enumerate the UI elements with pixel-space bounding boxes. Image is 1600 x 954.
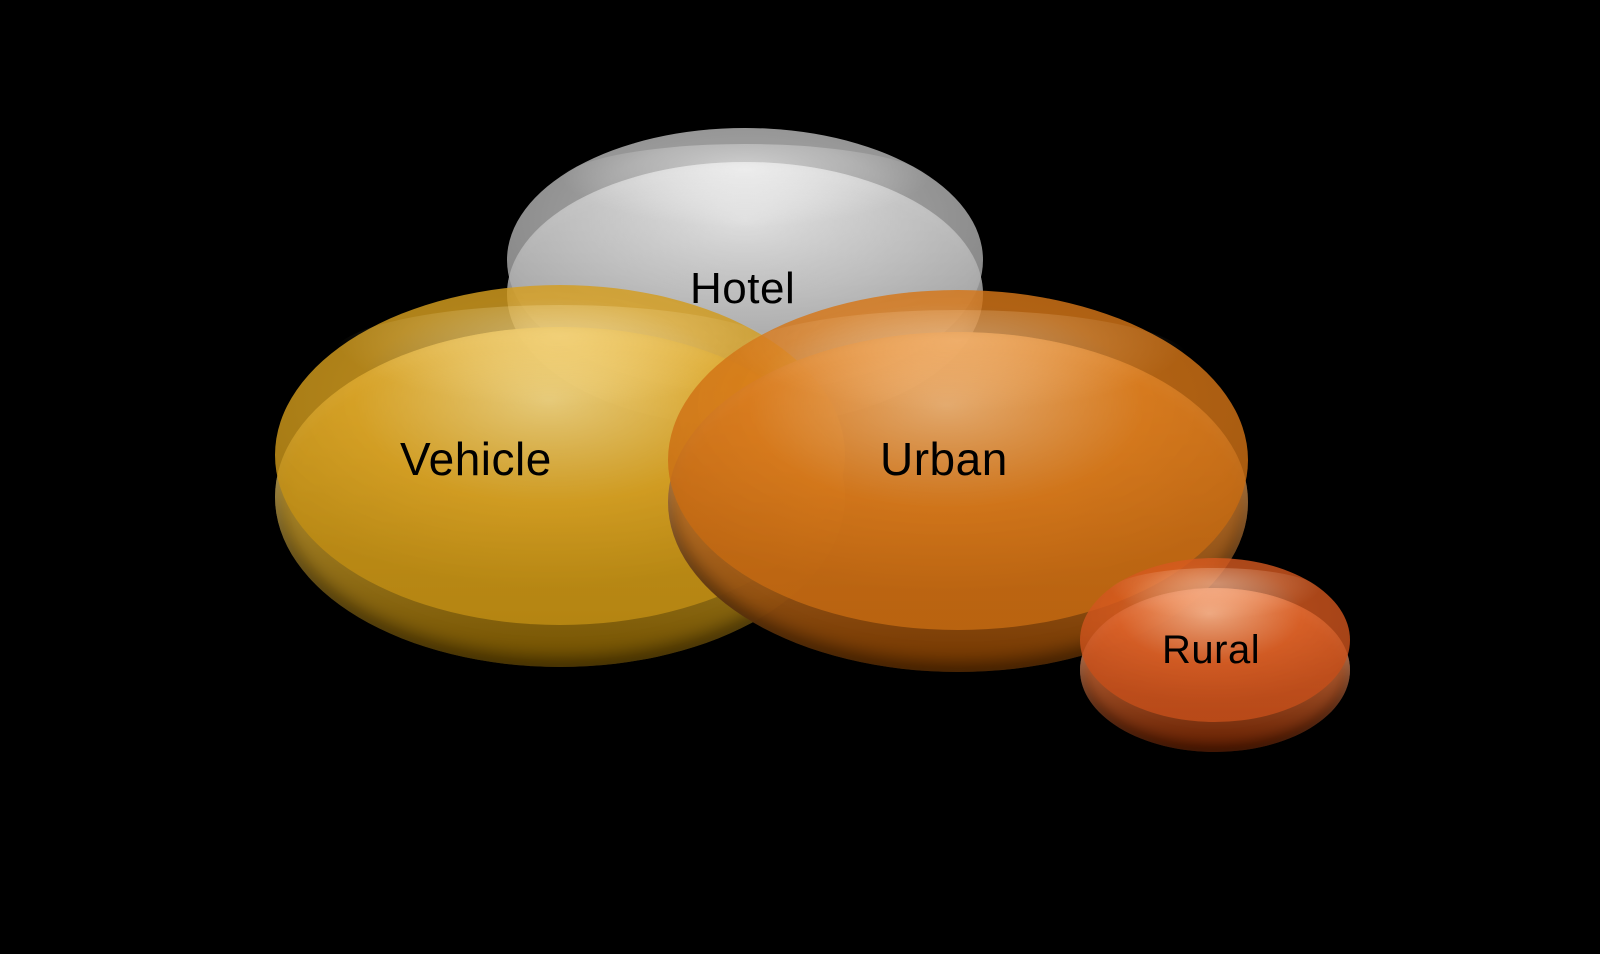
disc-rural-highlight (1107, 568, 1323, 620)
label-hotel: Hotel (690, 264, 795, 314)
label-urban: Urban (880, 432, 1008, 486)
label-vehicle: Vehicle (400, 432, 552, 486)
label-rural: Rural (1162, 628, 1260, 673)
disc-urban-highlight (726, 310, 1190, 412)
venn-diagram-stage: Hotel Vehicle Urban Rural (0, 0, 1600, 954)
disc-hotel-highlight (555, 144, 936, 228)
